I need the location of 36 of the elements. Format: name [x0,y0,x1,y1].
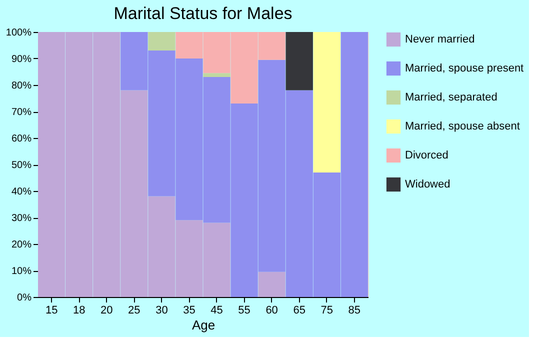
legend-label: Divorced [405,150,448,162]
x-tick-label: 45 [210,304,223,316]
x-tick-label: 55 [238,304,250,316]
legend-label: Widowed [405,178,450,190]
y-tick-label: 100% [6,28,32,38]
x-tick-label: 65 [293,304,306,316]
bar [148,32,176,51]
x-axis-title: Age [192,318,216,332]
x-tick-label: 18 [73,304,86,316]
y-tick-label: 20% [11,240,32,250]
bar [258,272,286,297]
y-tick-label: 90% [11,54,32,65]
y-tick-label: 70% [11,107,32,118]
legend-label: Married, separated [405,92,498,104]
bar [286,32,313,90]
x-tick-label: 85 [348,304,361,316]
x-tick-label: 35 [183,304,196,316]
y-tick-label: 30% [11,213,32,224]
y-tick-label: 60% [11,134,32,144]
x-tick-label: 60 [266,304,278,316]
y-tick-label: 10% [11,266,32,277]
bar [313,32,340,172]
legend-label: Married, spouse present [405,62,524,74]
legend-label: Never married [405,34,475,46]
legend-label: Married, spouse absent [405,120,520,132]
x-tick-label: 25 [128,304,140,316]
bar [203,73,230,78]
y-tick-label: 80% [11,80,32,92]
y-tick-label: 50% [11,160,32,171]
x-tick-label: 15 [45,304,58,316]
y-tick-label: 0% [17,292,32,304]
chart-title: Marital Status for Males [114,4,292,23]
x-tick-label: 30 [156,304,168,316]
x-tick-label: 20 [100,304,113,316]
x-tick-label: 75 [320,304,333,316]
y-tick-label: 40% [11,186,32,198]
